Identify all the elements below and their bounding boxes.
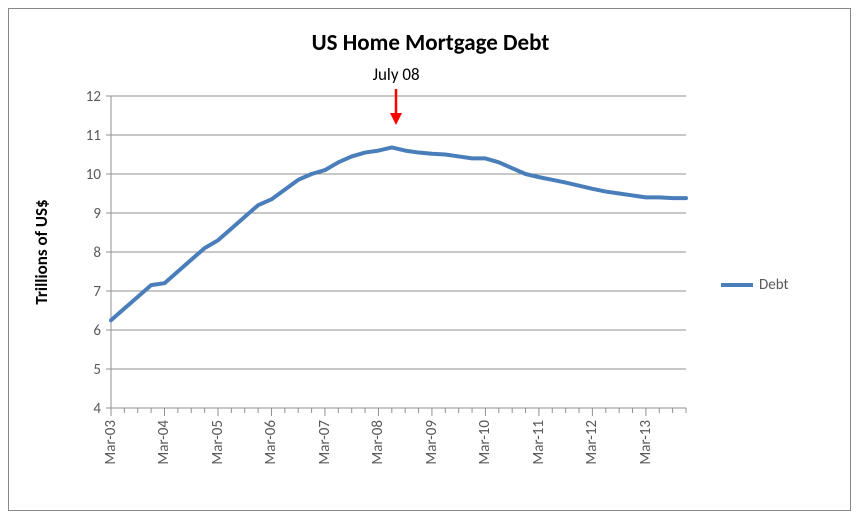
x-tick-label: Mar-04 — [155, 420, 173, 465]
annotation-label: July 08 — [346, 64, 446, 85]
y-tick-label: 5 — [93, 361, 101, 379]
x-tick-label: Mar-07 — [316, 420, 334, 465]
x-tick-label: Mar-11 — [530, 420, 548, 465]
y-tick-label: 8 — [93, 244, 101, 262]
y-axis-title: Trillions of US$ — [31, 152, 52, 352]
chart-container: US Home Mortgage Debt Trillions of US$ 4 5 6… — [8, 8, 851, 511]
x-tick-label: Mar-13 — [637, 420, 655, 465]
y-tick-label: 7 — [93, 283, 101, 301]
chart-title: US Home Mortgage Debt — [9, 29, 852, 57]
x-tick-label: Mar-08 — [369, 420, 387, 465]
legend-swatch — [721, 283, 753, 287]
x-tick-label: Mar-03 — [102, 420, 120, 465]
y-tick-label: 9 — [93, 205, 101, 223]
x-tick-label: Mar-10 — [476, 420, 494, 465]
x-tick-label: Mar-09 — [423, 420, 441, 465]
y-tick-label: 11 — [86, 127, 101, 145]
y-tick-label: 10 — [86, 166, 101, 184]
annotation-arrow-icon — [386, 89, 406, 135]
x-tick-label: Mar-12 — [583, 420, 601, 465]
y-tick-label: 6 — [93, 322, 101, 340]
legend: Debt — [721, 275, 789, 294]
x-tick-label: Mar-06 — [262, 420, 280, 465]
legend-label: Debt — [759, 276, 789, 294]
y-tick-label: 4 — [93, 400, 101, 418]
x-tick-label: Mar-05 — [209, 420, 227, 465]
y-tick-label: 12 — [86, 88, 101, 106]
series-line-debt — [111, 147, 686, 320]
plot-area — [111, 96, 688, 410]
